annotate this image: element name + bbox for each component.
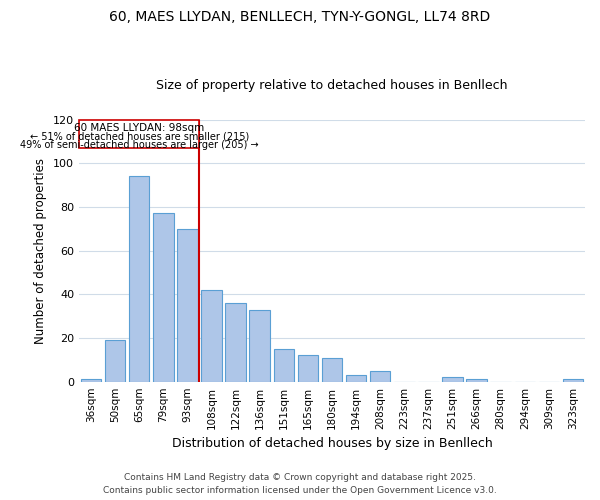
Bar	[250, 310, 270, 382]
Bar	[274, 349, 294, 382]
Bar	[442, 378, 463, 382]
Bar	[177, 229, 197, 382]
Bar	[153, 214, 173, 382]
Bar	[298, 356, 318, 382]
Bar	[129, 176, 149, 382]
Text: 49% of semi-detached houses are larger (205) →: 49% of semi-detached houses are larger (…	[20, 140, 259, 150]
X-axis label: Distribution of detached houses by size in Benllech: Distribution of detached houses by size …	[172, 437, 493, 450]
Bar	[226, 303, 246, 382]
Text: Contains HM Land Registry data © Crown copyright and database right 2025.
Contai: Contains HM Land Registry data © Crown c…	[103, 474, 497, 495]
Bar	[322, 358, 342, 382]
FancyBboxPatch shape	[79, 120, 199, 148]
Bar	[346, 375, 367, 382]
Text: 60, MAES LLYDAN, BENLLECH, TYN-Y-GONGL, LL74 8RD: 60, MAES LLYDAN, BENLLECH, TYN-Y-GONGL, …	[109, 10, 491, 24]
Bar	[105, 340, 125, 382]
Bar	[563, 380, 583, 382]
Bar	[370, 371, 391, 382]
Bar	[81, 380, 101, 382]
Y-axis label: Number of detached properties: Number of detached properties	[34, 158, 47, 344]
Text: 60 MAES LLYDAN: 98sqm: 60 MAES LLYDAN: 98sqm	[74, 123, 205, 133]
Bar	[201, 290, 222, 382]
Text: ← 51% of detached houses are smaller (215): ← 51% of detached houses are smaller (21…	[29, 132, 249, 141]
Title: Size of property relative to detached houses in Benllech: Size of property relative to detached ho…	[156, 79, 508, 92]
Bar	[466, 380, 487, 382]
